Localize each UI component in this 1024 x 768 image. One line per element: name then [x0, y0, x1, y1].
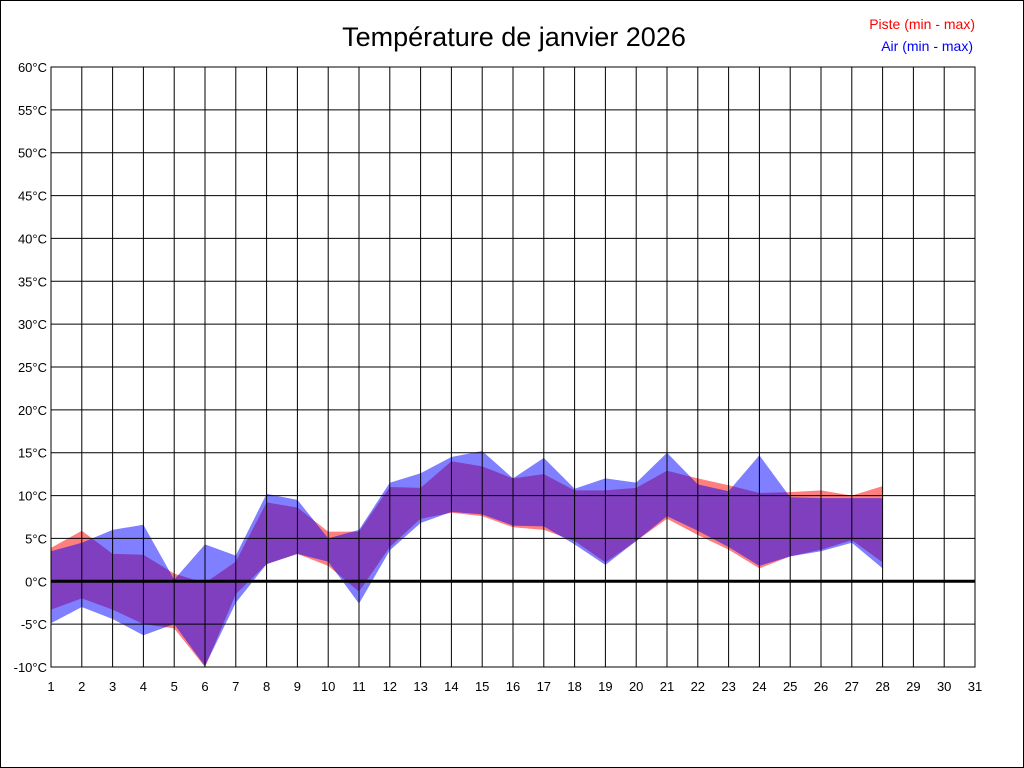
y-tick-label: 30°C: [18, 317, 47, 332]
x-tick-label: 25: [783, 679, 797, 694]
y-tick-label: 15°C: [18, 446, 47, 461]
x-tick-label: 31: [968, 679, 982, 694]
y-tick-label: 25°C: [18, 360, 47, 375]
x-tick-label: 23: [721, 679, 735, 694]
y-tick-label: 60°C: [18, 60, 47, 75]
x-tick-label: 18: [567, 679, 581, 694]
x-tick-label: 3: [109, 679, 116, 694]
x-tick-label: 20: [629, 679, 643, 694]
x-tick-label: 22: [691, 679, 705, 694]
x-tick-label: 2: [78, 679, 85, 694]
x-tick-label: 7: [232, 679, 239, 694]
x-tick-label: 4: [140, 679, 147, 694]
y-tick-label: -10°C: [14, 660, 47, 675]
x-tick-label: 15: [475, 679, 489, 694]
grid-layer: [50, 66, 976, 668]
x-tick-label: 9: [294, 679, 301, 694]
x-tick-label: 30: [937, 679, 951, 694]
x-tick-label: 13: [413, 679, 427, 694]
band-series-1: [51, 451, 883, 667]
y-tick-label: 0°C: [25, 574, 47, 589]
x-tick-label: 12: [383, 679, 397, 694]
y-tick-label: 5°C: [25, 531, 47, 546]
legend-entry-air: Air (min - max): [881, 38, 973, 54]
x-tick-label: 6: [201, 679, 208, 694]
x-tick-label: 14: [444, 679, 458, 694]
x-tick-label: 29: [906, 679, 920, 694]
x-tick-label: 11: [352, 679, 366, 694]
x-tick-label: 27: [845, 679, 859, 694]
x-tick-label: 10: [321, 679, 335, 694]
chart-title: Température de janvier 2026: [342, 22, 686, 52]
y-axis: -10°C -5°C 0°C 5°C 10°C 15°C 20°C 25°C 30°C 35°C 4…: [14, 60, 47, 675]
y-tick-label: 55°C: [18, 103, 47, 118]
legend-entry-piste: Piste (min - max): [869, 16, 975, 32]
x-tick-label: 5: [171, 679, 178, 694]
x-tick-label: 26: [814, 679, 828, 694]
x-tick-label: 28: [875, 679, 889, 694]
y-tick-label: 40°C: [18, 231, 47, 246]
y-tick-label: 20°C: [18, 403, 47, 418]
y-tick-label: -5°C: [21, 617, 47, 632]
x-tick-label: 8: [263, 679, 270, 694]
x-tick-label: 17: [537, 679, 551, 694]
x-tick-label: 24: [752, 679, 766, 694]
x-axis: 1 2 3 4 5 6 7 8 9 10 11 12 13 14 15 16 17 18 19 20 21 22 23 24 2…: [47, 679, 982, 694]
y-tick-label: 35°C: [18, 274, 47, 289]
y-tick-label: 45°C: [18, 189, 47, 204]
x-tick-label: 19: [598, 679, 612, 694]
x-tick-label: 16: [506, 679, 520, 694]
x-tick-label: 1: [47, 679, 54, 694]
band-layer: [51, 451, 883, 667]
x-tick-label: 21: [660, 679, 674, 694]
plot-border: [50, 66, 976, 668]
y-tick-label: 50°C: [18, 146, 47, 161]
y-tick-label: 10°C: [18, 489, 47, 504]
